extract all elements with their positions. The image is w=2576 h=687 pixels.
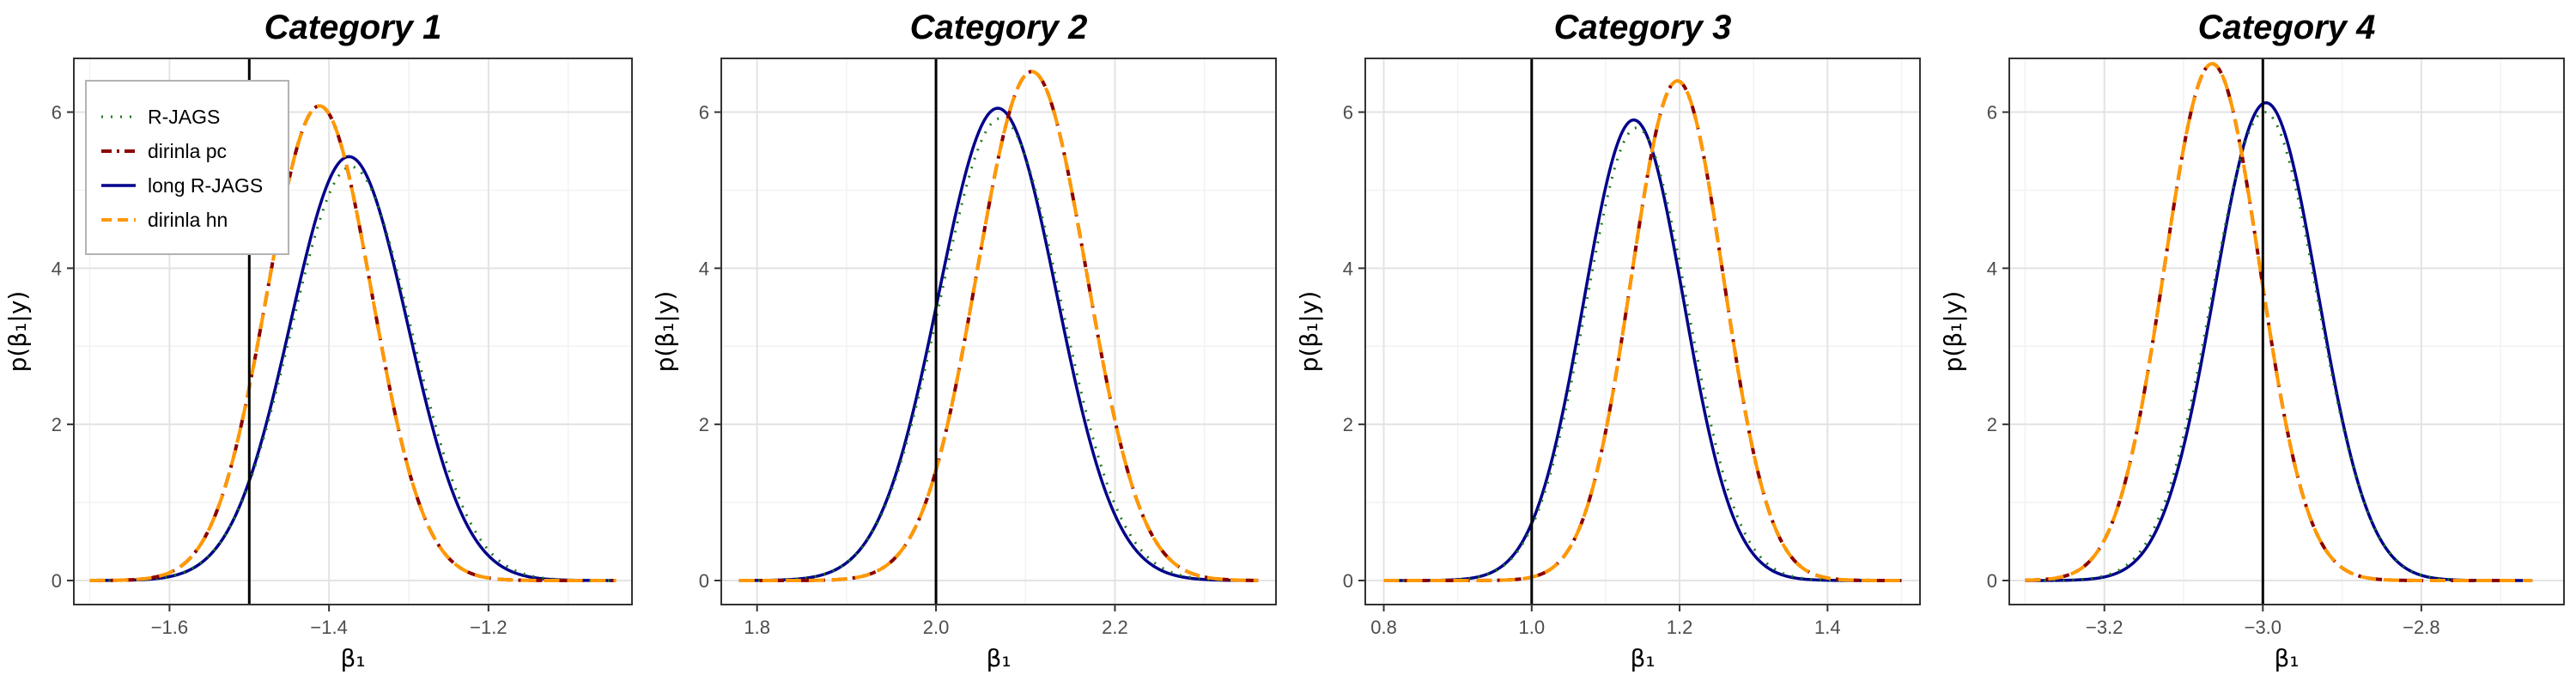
x-tick-label: 0.8: [1370, 617, 1397, 638]
series-line-long-r-jags: [738, 106, 1259, 582]
y-tick-label: 2: [1987, 414, 1997, 435]
series-line-dirinla-pc: [738, 70, 1259, 582]
x-tick-label: −3.2: [2086, 617, 2123, 638]
series-line-long-r-jags: [89, 155, 617, 582]
y-axis-label: p(β₁|y): [1939, 291, 1967, 373]
y-tick-label: 6: [52, 102, 62, 124]
panel-border: [73, 58, 633, 605]
legend-label: dirinla pc: [148, 140, 227, 162]
panel-3: 0.8 1.0 1.2 1.4 0 2 4 6 Category 3 β₁ p(β₁|y): [1295, 9, 1921, 672]
panel-border: [1364, 58, 1921, 605]
y-axis-label: p(β₁|y): [1295, 291, 1323, 373]
y-tick-label: 4: [1343, 258, 1353, 279]
legend-label: dirinla hn: [148, 209, 228, 231]
x-axis-label: β₁: [986, 644, 1011, 672]
series-line-r-jags: [1383, 126, 1902, 582]
y-tick-label: 6: [1343, 102, 1353, 124]
x-tick-label: 1.0: [1519, 617, 1546, 638]
panels: −1.6 −1.4 −1.2 0 2 4 6 Category 1 β₁ p(β₁|y) R-JAG…: [3, 9, 2565, 672]
x-tick-label: −1.2: [470, 617, 507, 638]
y-axis-label: p(β₁|y): [651, 291, 679, 373]
y-tick-label: 4: [699, 258, 709, 279]
panel-title: Category 2: [910, 9, 1088, 46]
y-axis-label: p(β₁|y): [3, 291, 32, 373]
y-tick-label: 0: [1987, 570, 1997, 592]
x-tick-label: −1.6: [151, 617, 188, 638]
x-axis-label: β₁: [1630, 644, 1655, 672]
y-tick-label: 0: [52, 570, 62, 592]
panel-4: −3.2 −3.0 −2.8 0 2 4 6 Category 4 β₁ p(β₁|y): [1939, 9, 2565, 672]
x-tick-label: −1.4: [310, 617, 347, 638]
legend-label: R-JAGS: [148, 106, 220, 128]
y-tick-label: 6: [699, 102, 709, 124]
x-tick-label: −2.8: [2403, 617, 2439, 638]
y-tick-label: 2: [52, 414, 62, 435]
x-tick-label: 2.2: [1102, 617, 1128, 638]
panel-2: 1.8 2.0 2.2 0 2 4 6 Category 2 β₁ p(β₁|y): [651, 9, 1277, 672]
x-axis-label: β₁: [340, 644, 365, 672]
legend-label: long R-JAGS: [148, 174, 263, 197]
y-tick-label: 4: [1987, 258, 1997, 279]
panel-1: −1.6 −1.4 −1.2 0 2 4 6 Category 1 β₁ p(β₁|y) R-JAG…: [3, 9, 633, 672]
x-tick-label: 1.4: [1814, 617, 1841, 638]
y-tick-label: 0: [1343, 570, 1353, 592]
x-tick-label: 2.0: [923, 617, 950, 638]
panel-title: Category 1: [264, 9, 442, 46]
legend-box: [85, 80, 289, 255]
x-tick-label: 1.8: [744, 617, 770, 638]
y-tick-label: 4: [52, 258, 62, 279]
y-tick-label: 2: [699, 414, 709, 435]
panel-title: Category 4: [2198, 9, 2376, 46]
y-tick-label: 2: [1343, 414, 1353, 435]
panel-border: [720, 58, 1277, 605]
series-line-dirinla-hn: [738, 70, 1259, 582]
panel-border: [2008, 58, 2565, 605]
x-axis-label: β₁: [2274, 644, 2299, 672]
series-line-r-jags: [738, 117, 1259, 582]
series-line-dirinla-hn: [2025, 62, 2533, 582]
y-tick-label: 6: [1987, 102, 1997, 124]
series-line-dirinla-hn: [89, 104, 617, 582]
y-tick-label: 0: [699, 570, 709, 592]
panel-title: Category 3: [1554, 9, 1732, 46]
series-line-r-jags: [2025, 111, 2533, 582]
x-tick-label: 1.2: [1667, 617, 1693, 638]
x-tick-label: −3.0: [2245, 617, 2281, 638]
legend: R-JAGS dirinla pc long R-JAGS dirinla hn: [85, 80, 289, 255]
